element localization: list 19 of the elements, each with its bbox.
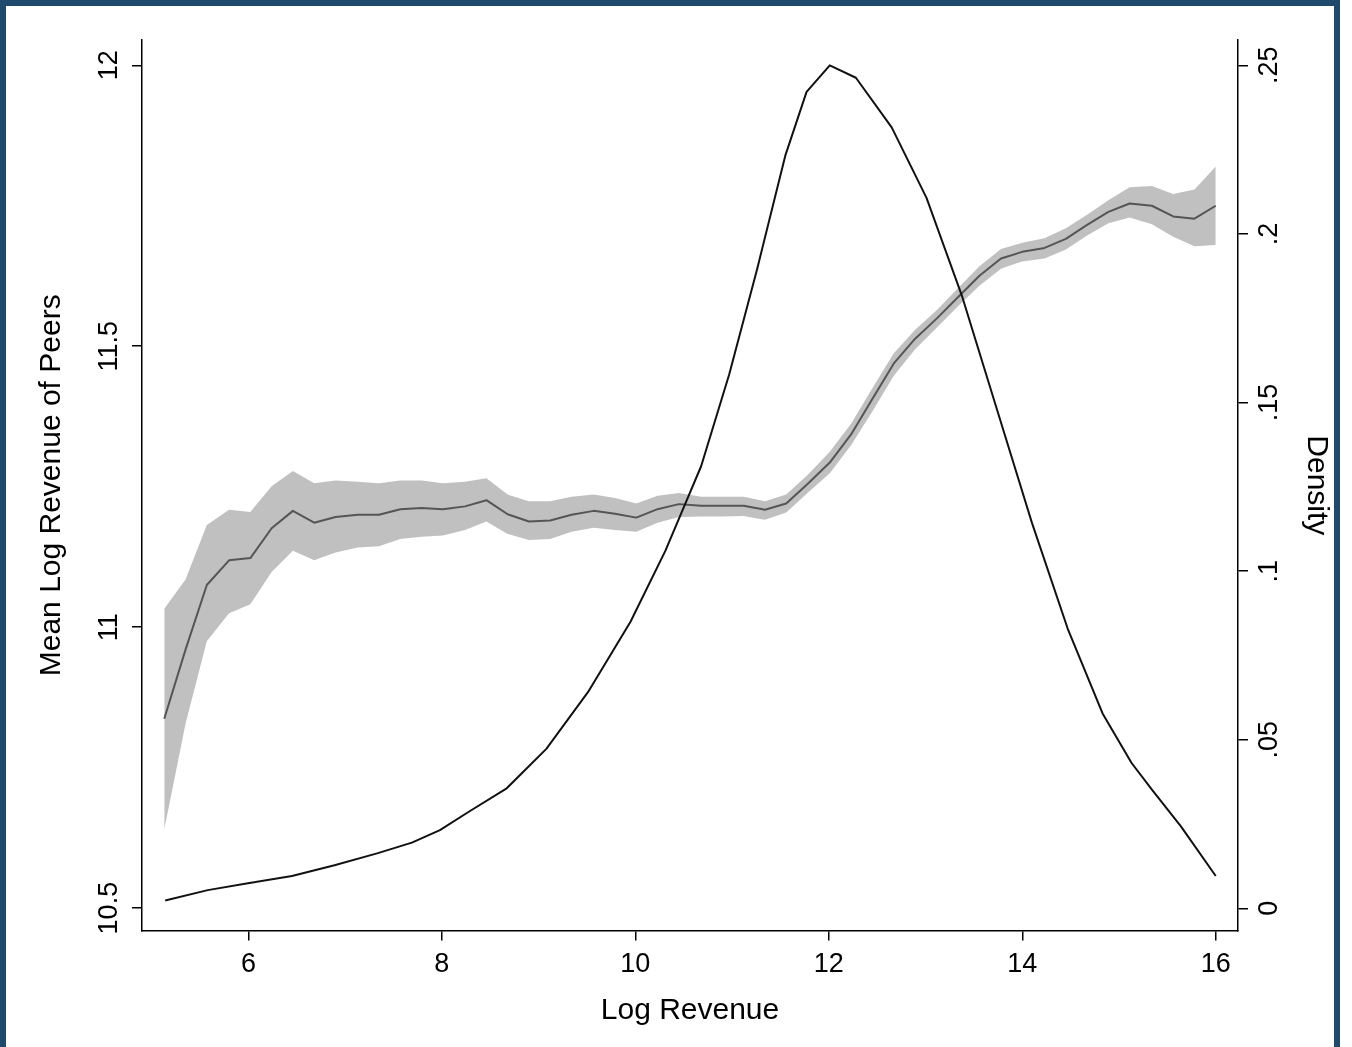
y-tick-label: 12 (93, 50, 124, 81)
x-tick-label: 16 (1200, 948, 1231, 979)
y-axis-title: Mean Log Revenue of Peers (33, 294, 67, 677)
y2-tick-label: .2 (1253, 222, 1284, 246)
y2-tick-label: 0 (1253, 900, 1284, 916)
y2-axis-title: Density (1301, 435, 1335, 536)
y-tick-label: 10.5 (93, 881, 124, 935)
x-tick-label: 8 (434, 948, 450, 979)
y2-tick-label: .15 (1253, 383, 1284, 422)
y2-tick-label: .25 (1253, 46, 1284, 85)
x-tick-label: 14 (1007, 948, 1038, 979)
y-tick-label: 11 (93, 613, 124, 642)
x-axis-title: Log Revenue (600, 992, 780, 1026)
x-tick-label: 6 (240, 948, 256, 979)
x-tick-label: 12 (813, 948, 844, 979)
y-tick-label: 11.5 (93, 320, 124, 372)
y2-tick-label: .05 (1253, 720, 1284, 759)
x-tick-label: 10 (620, 948, 651, 979)
y2-tick-label: .1 (1253, 559, 1284, 583)
